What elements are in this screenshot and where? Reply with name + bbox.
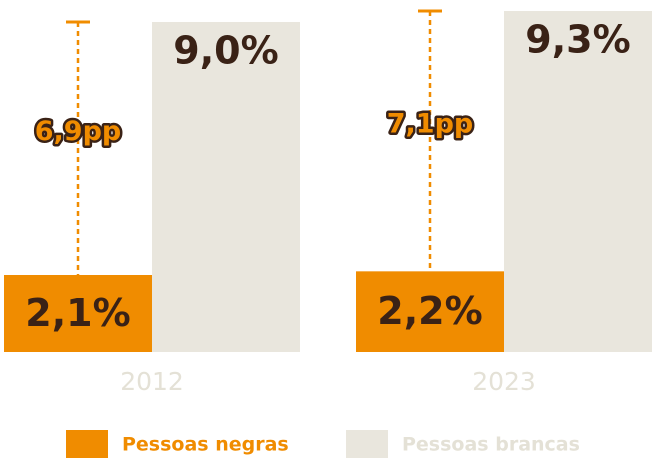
year-label-2023: 2023 bbox=[472, 367, 536, 396]
legend-swatch-pessoas-brancas bbox=[346, 430, 388, 458]
bar-pessoas-brancas-2012 bbox=[152, 22, 300, 352]
value-label-pessoas-negras-2012: 2,1% bbox=[25, 291, 130, 335]
legend-label-pessoas-brancas: Pessoas brancas bbox=[402, 434, 580, 456]
bar-pessoas-negras-2012 bbox=[4, 275, 152, 352]
legend-swatch-pessoas-negras bbox=[66, 430, 108, 458]
bar-pessoas-negras-2023 bbox=[356, 271, 504, 352]
bar-pessoas-brancas-2023 bbox=[504, 11, 652, 352]
value-label-pessoas-brancas-2023: 9,3% bbox=[525, 18, 630, 62]
gap-guides-layer bbox=[66, 9, 442, 275]
value-labels-layer: 6,9pp 2,1% 9,0% 2012 7,1pp 2,2% 9,3% 2023 bbox=[25, 18, 630, 397]
year-label-2012: 2012 bbox=[120, 367, 184, 396]
gap-label-2012: 6,9pp bbox=[35, 116, 121, 147]
bars-layer bbox=[4, 11, 652, 352]
legend: Pessoas negras Pessoas brancas bbox=[66, 430, 580, 458]
gap-label-2023: 7,1pp bbox=[387, 109, 473, 140]
value-label-pessoas-negras-2023: 2,2% bbox=[377, 289, 482, 333]
value-label-pessoas-brancas-2012: 9,0% bbox=[173, 29, 278, 73]
legend-label-pessoas-negras: Pessoas negras bbox=[122, 434, 289, 456]
